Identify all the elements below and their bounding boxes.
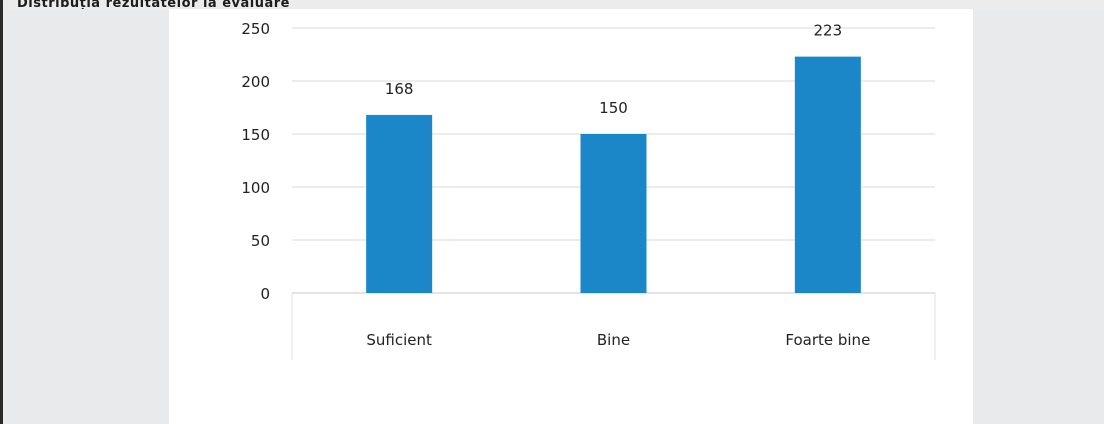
x-tick-label: Bine — [597, 331, 630, 349]
right-margin-panel — [973, 9, 1104, 424]
bar-bine — [580, 134, 647, 293]
y-axis-ticks: 0 50 100 150 200 250 — [241, 20, 270, 303]
y-tick-label: 0 — [260, 285, 270, 303]
y-tick-label: 200 — [241, 73, 270, 91]
y-tick-label: 100 — [241, 179, 270, 197]
y-tick-label: 150 — [241, 126, 270, 144]
clipped-title: Distribuția rezultatelor la evaluare — [17, 0, 290, 9]
x-tick-label: Foarte bine — [785, 331, 870, 349]
data-label: 223 — [814, 22, 843, 40]
plot-frame — [291, 293, 936, 360]
bars — [366, 56, 861, 294]
bar-foarte-bine — [794, 56, 861, 294]
x-tick-label: Suficient — [366, 331, 432, 349]
data-labels: 168 150 223 — [385, 22, 842, 117]
left-margin-panel — [6, 9, 169, 424]
bar-suficient — [366, 114, 433, 293]
x-axis-ticks: Suficient Bine Foarte bine — [366, 331, 870, 349]
y-tick-label: 250 — [241, 20, 270, 38]
data-label: 168 — [385, 80, 414, 98]
data-label: 150 — [599, 99, 628, 117]
y-tick-label: 50 — [251, 232, 270, 250]
